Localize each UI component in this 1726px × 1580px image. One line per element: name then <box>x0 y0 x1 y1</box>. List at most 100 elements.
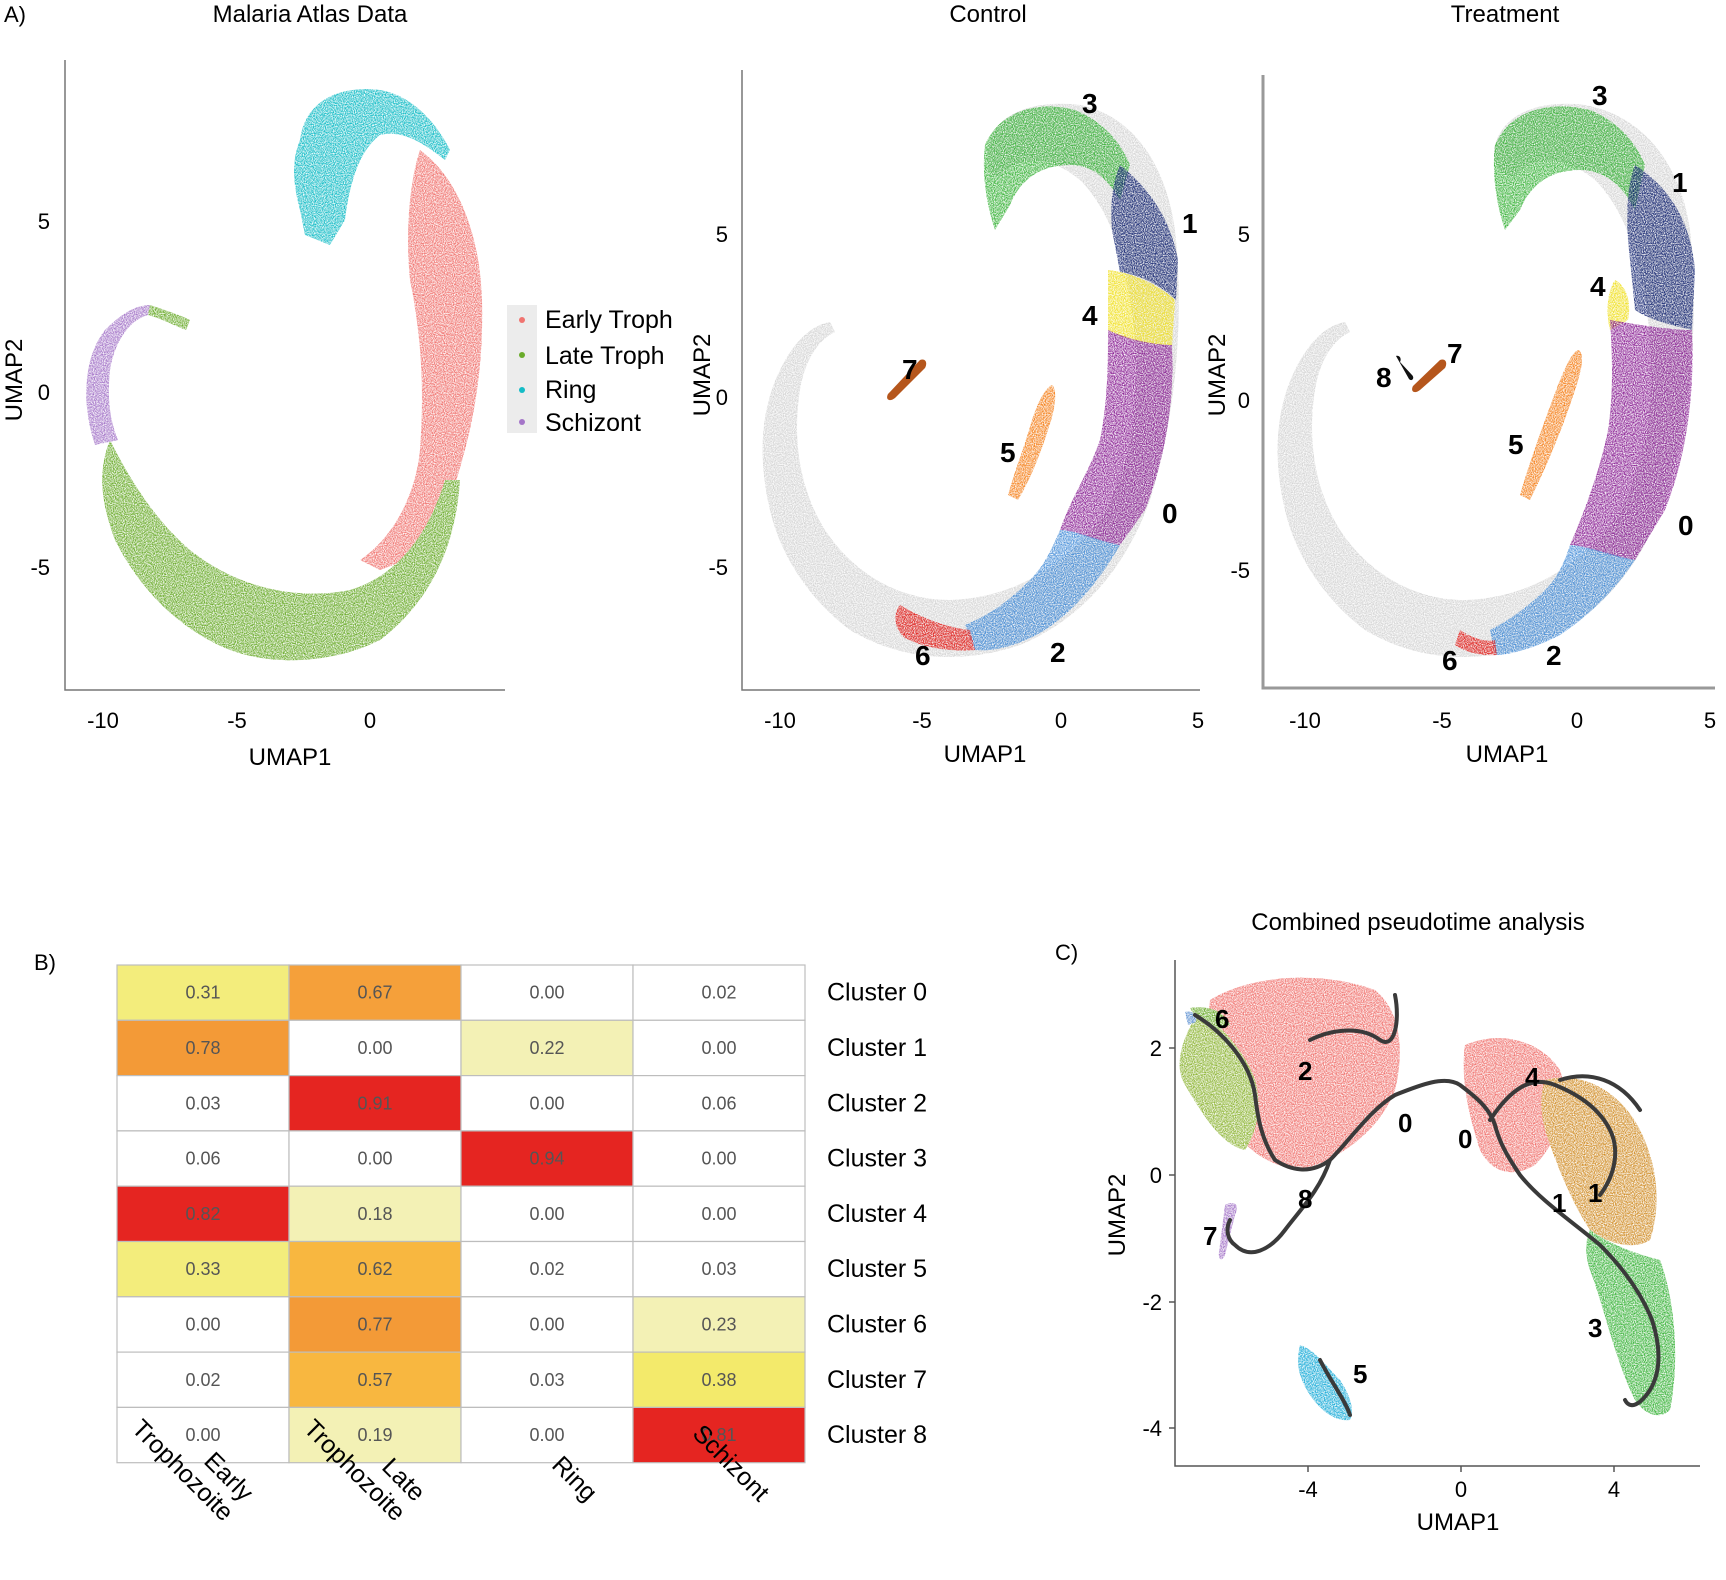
heatmap-row-label: Cluster 6 <box>827 1310 927 1338</box>
atlas-ytick-label: -5 <box>30 555 50 580</box>
atlas-y-ticks: 5 0 -5 <box>30 209 50 580</box>
heatmap-row-label: Cluster 8 <box>827 1421 927 1449</box>
pseudotime-x-axis-label: UMAP1 <box>1417 1509 1500 1536</box>
treatment-cluster-label: 6 <box>1442 645 1458 676</box>
heatmap-cell-value: 0.00 <box>701 1149 736 1169</box>
pseudotime-ytick-label: 0 <box>1150 1163 1162 1188</box>
control-xtick-label: -5 <box>912 708 932 733</box>
panel-b-letter: B) <box>34 950 56 975</box>
heatmap-cell-value: 0.78 <box>185 1038 220 1058</box>
atlas-schizont-cells <box>86 305 150 445</box>
pseudotime-xtick-label: 4 <box>1608 1477 1620 1502</box>
heatmap-cell-value: 0.38 <box>701 1370 736 1390</box>
heatmap-cell-value: 0.03 <box>185 1093 220 1113</box>
heatmap-row-labels: Cluster 0 Cluster 1 Cluster 2 Cluster 3 Clus… <box>827 979 927 1449</box>
heatmap-cell-value: 0.33 <box>185 1259 220 1279</box>
legend-schizont-swatch <box>519 419 525 425</box>
atlas-y-axis-label: UMAP2 <box>1 339 28 422</box>
heatmap-cell-value: 0.06 <box>185 1149 220 1169</box>
treatment-xtick-label: 5 <box>1704 708 1716 733</box>
treatment-cluster-label: 0 <box>1678 510 1694 541</box>
heatmap-row-label: Cluster 4 <box>827 1200 927 1228</box>
pseudotime-cluster-label: 8 <box>1298 1184 1312 1214</box>
atlas-point-cloud <box>86 89 482 660</box>
treatment-cluster-5-cells <box>1520 350 1582 500</box>
atlas-xtick-label: -10 <box>87 708 119 733</box>
atlas-xtick-label: -5 <box>227 708 247 733</box>
pseudotime-cluster-label: 0 <box>1458 1124 1472 1154</box>
heatmap-cell-value: 0.02 <box>529 1259 564 1279</box>
control-umap-plot: Control 3 1 4 7 5 0 6 2 <box>689 1 1204 768</box>
pseudotime-cluster-label: 4 <box>1525 1062 1540 1092</box>
heatmap-row-label: Cluster 2 <box>827 1089 927 1117</box>
pseudotime-x-ticks: -4 0 4 <box>1298 1477 1620 1502</box>
pseudotime-plot-title: Combined pseudotime analysis <box>1251 909 1585 936</box>
heatmap-row-label: Cluster 0 <box>827 979 927 1007</box>
heatmap-cell-value: 0.57 <box>357 1370 392 1390</box>
control-x-ticks: -10 -5 0 5 <box>764 708 1204 733</box>
legend-schizont-label: Schizont <box>545 409 641 437</box>
treatment-xtick-label: 0 <box>1571 708 1583 733</box>
heatmap-cells: 0.310.670.000.020.780.000.220.000.030.91… <box>117 965 805 1463</box>
treatment-y-ticks: 5 0 -5 <box>1230 222 1250 583</box>
treatment-xtick-label: -10 <box>1289 708 1321 733</box>
treatment-ytick-label: 0 <box>1238 388 1250 413</box>
atlas-x-axis-label: UMAP1 <box>249 744 332 771</box>
control-cluster-label: 7 <box>902 354 918 385</box>
heatmap-cell-value: 0.00 <box>529 1204 564 1224</box>
heatmap-cell-value: 0.00 <box>185 1314 220 1334</box>
control-xtick-label: 5 <box>1192 708 1204 733</box>
treatment-cluster-8-cells <box>1396 356 1413 380</box>
heatmap-cell-value: 0.00 <box>357 1149 392 1169</box>
panel-c: C) Combined pseudotime analysis 6 2 0 0 … <box>1055 909 1700 1536</box>
atlas-ytick-label: 0 <box>38 380 50 405</box>
heatmap-cell-value: 0.02 <box>701 983 736 1003</box>
treatment-ytick-label: -5 <box>1230 558 1250 583</box>
heatmap-cell-value: 0.00 <box>185 1425 220 1445</box>
heatmap-cell-value: 0.91 <box>357 1093 392 1113</box>
heatmap-cell-value: 0.82 <box>185 1204 220 1224</box>
treatment-point-cloud <box>1278 104 1695 657</box>
control-cluster-label: 5 <box>1000 437 1016 468</box>
treatment-cluster-label: 5 <box>1508 429 1524 460</box>
legend-early-troph-swatch <box>519 317 525 323</box>
control-cluster-label: 6 <box>915 640 931 671</box>
heatmap-cell-value: 0.62 <box>357 1259 392 1279</box>
panel-c-letter: C) <box>1055 940 1078 965</box>
heatmap-cell-value: 0.00 <box>529 1425 564 1445</box>
atlas-ytick-label: 5 <box>38 209 50 234</box>
heatmap-row-label: Cluster 1 <box>827 1034 927 1062</box>
control-ytick-label: 0 <box>716 385 728 410</box>
treatment-x-axis-label: UMAP1 <box>1466 741 1549 768</box>
treatment-cluster-label: 2 <box>1546 640 1562 671</box>
heatmap-cell-value: 0.03 <box>701 1259 736 1279</box>
control-ytick-label: 5 <box>716 222 728 247</box>
control-cluster-label: 3 <box>1082 88 1098 119</box>
control-cluster-label: 4 <box>1082 300 1098 331</box>
panel-b: B) 0.310.670.000.020.780.000.220.000.030… <box>34 950 927 1527</box>
heatmap-cell-value: 0.19 <box>357 1425 392 1445</box>
heatmap-cell-value: 0.06 <box>701 1093 736 1113</box>
heatmap-cell-value: 0.94 <box>529 1149 564 1169</box>
control-cluster-label: 0 <box>1162 498 1178 529</box>
heatmap-row-label: Cluster 5 <box>827 1255 927 1283</box>
control-ytick-label: -5 <box>708 555 728 580</box>
treatment-ytick-label: 5 <box>1238 222 1250 247</box>
pseudotime-xtick-label: -4 <box>1298 1477 1318 1502</box>
control-cluster-0-cells <box>1060 330 1173 545</box>
treatment-cluster-label: 1 <box>1672 167 1688 198</box>
heatmap-cell-value: 0.00 <box>529 1314 564 1334</box>
treatment-cluster-label: 7 <box>1447 338 1463 369</box>
heatmap-row-label: Cluster 3 <box>827 1145 927 1173</box>
atlas-plot-title: Malaria Atlas Data <box>213 1 408 28</box>
pseudotime-ytick-label: -4 <box>1142 1416 1162 1441</box>
control-plot-title: Control <box>949 1 1026 28</box>
treatment-plot-title: Treatment <box>1451 1 1560 28</box>
pseudotime-cluster-label: 0 <box>1398 1108 1412 1138</box>
control-point-cloud <box>763 104 1179 657</box>
control-xtick-label: -10 <box>764 708 796 733</box>
heatmap-cell-value: 0.00 <box>701 1204 736 1224</box>
pseudotime-cluster-label: 5 <box>1353 1359 1367 1389</box>
pseudotime-cluster-label: 7 <box>1203 1221 1217 1251</box>
